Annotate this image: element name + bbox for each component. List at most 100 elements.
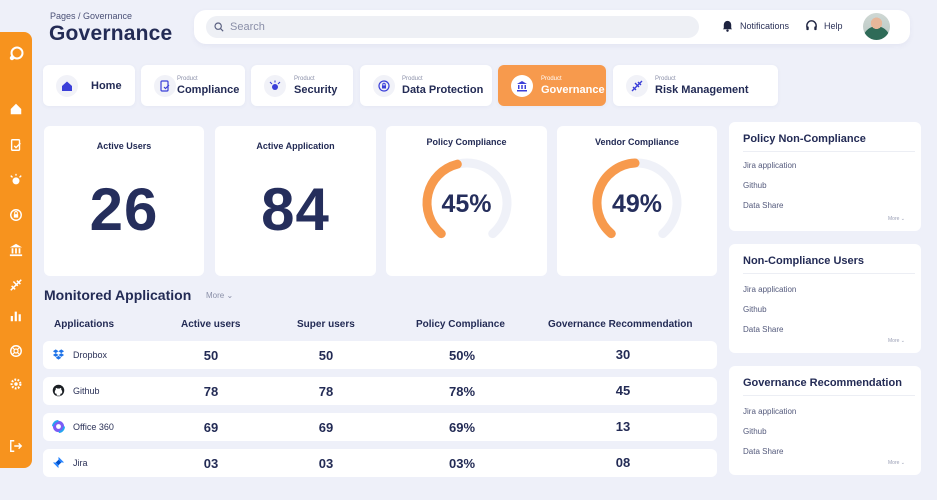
recommendation-cell: 13 <box>615 419 631 434</box>
table-row[interactable]: Jira 03 03 03% 08 <box>43 449 717 477</box>
security-icon <box>264 75 286 97</box>
col-header-super-users: Super users <box>297 319 355 330</box>
panel-item[interactable]: Github <box>743 305 767 314</box>
panel-item[interactable]: Jira application <box>743 285 797 294</box>
jira-icon <box>52 456 65 469</box>
policy-compliance-cell: 69% <box>448 420 476 435</box>
panel-more-button[interactable]: More ⌄ <box>888 338 905 344</box>
policy-compliance-cell: 50% <box>448 348 476 363</box>
notifications-button[interactable]: Notifications <box>721 19 789 32</box>
panel-item[interactable]: Github <box>743 181 767 190</box>
home-icon <box>56 75 78 97</box>
tab-home[interactable]: Home <box>43 65 135 106</box>
active-users-cell: 78 <box>203 384 219 399</box>
panel-item[interactable]: Jira application <box>743 161 797 170</box>
policy-compliance-value: 45% <box>441 190 492 218</box>
panel-title: Governance Recommendation <box>743 377 902 389</box>
github-icon <box>52 384 65 397</box>
super-users-cell: 69 <box>318 420 334 435</box>
help-wheel-icon[interactable] <box>8 343 24 359</box>
tab-small-label: Product <box>541 76 562 82</box>
table-row[interactable]: Github 78 78 78% 45 <box>43 377 717 405</box>
card-title: Active Application <box>256 141 335 151</box>
super-users-cell: 78 <box>318 384 334 399</box>
col-header-governance-recommendation: Governance Recommendation <box>548 319 693 330</box>
tab-compliance[interactable]: Product Compliance <box>141 65 245 106</box>
panel-item[interactable]: Github <box>743 427 767 436</box>
table-row[interactable]: Office 360 69 69 69% 13 <box>43 413 717 441</box>
search-input[interactable]: Search <box>206 16 699 38</box>
policy-compliance-cell: 78% <box>448 384 476 399</box>
monitored-title: Monitored Application <box>44 287 192 303</box>
panel-item[interactable]: Data Share <box>743 201 784 210</box>
tab-small-label: Product <box>294 76 315 82</box>
risk-management-icon[interactable] <box>8 277 24 293</box>
vendor-compliance-value: 49% <box>611 190 663 218</box>
panel-title: Policy Non-Compliance <box>743 133 866 145</box>
panel-item[interactable]: Data Share <box>743 325 784 334</box>
data-protection-icon[interactable] <box>8 207 24 223</box>
governance-recommendation-panel: Governance Recommendation Jira applicati… <box>729 366 921 475</box>
tab-data-protection[interactable]: Product Data Protection <box>360 65 492 106</box>
search-icon <box>214 22 224 32</box>
panel-item[interactable]: Jira application <box>743 407 797 416</box>
compliance-icon <box>154 75 176 97</box>
panel-item[interactable]: Data Share <box>743 447 784 456</box>
app-name: Github <box>73 385 100 396</box>
sidebar <box>0 32 32 468</box>
table-row[interactable]: Dropbox 50 50 50% 30 <box>43 341 717 369</box>
compliance-icon[interactable] <box>8 137 24 153</box>
bank-icon <box>511 75 533 97</box>
vendor-compliance-gauge <box>592 158 682 239</box>
non-compliance-users-panel: Non-Compliance Users Jira application Gi… <box>729 244 921 353</box>
monitored-more-button[interactable]: More ⌄ <box>206 291 234 300</box>
tab-label: Data Protection <box>402 84 484 96</box>
card-title: Policy Compliance <box>426 137 507 147</box>
search-placeholder: Search <box>230 21 265 33</box>
panel-more-button[interactable]: More ⌄ <box>888 216 905 222</box>
logo-icon[interactable] <box>8 46 24 62</box>
panel-divider <box>743 273 915 274</box>
app-name: Dropbox <box>73 349 108 360</box>
vendor-compliance-card: Vendor Compliance 49% <box>557 126 717 276</box>
col-header-applications: Applications <box>54 319 115 330</box>
risk-icon <box>626 75 648 97</box>
help-label: Help <box>824 20 843 31</box>
policy-compliance-gauge <box>422 158 512 239</box>
office-icon <box>52 420 65 433</box>
tab-risk-management[interactable]: Product Risk Management <box>613 65 778 106</box>
panel-more-button[interactable]: More ⌄ <box>888 460 905 466</box>
card-title: Vendor Compliance <box>594 137 680 147</box>
tab-governance[interactable]: Product Governance <box>498 65 606 106</box>
tab-label: Home <box>91 80 122 92</box>
settings-icon[interactable] <box>8 376 24 392</box>
tab-label: Governance <box>541 84 605 96</box>
home-icon[interactable] <box>8 101 24 117</box>
tab-security[interactable]: Product Security <box>251 65 353 106</box>
policy-compliance-cell: 03% <box>448 456 476 471</box>
card-title: Active Users <box>96 141 152 151</box>
security-icon[interactable] <box>8 172 24 188</box>
active-users-cell: 03 <box>203 456 219 471</box>
tab-small-label: Product <box>655 76 676 82</box>
tab-label: Compliance <box>177 84 240 96</box>
help-button[interactable]: Help <box>805 19 843 32</box>
chart-icon[interactable] <box>8 308 24 324</box>
logout-icon[interactable] <box>8 438 24 454</box>
governance-icon[interactable] <box>8 242 24 258</box>
avatar[interactable] <box>863 13 890 40</box>
tab-small-label: Product <box>402 76 423 82</box>
super-users-cell: 50 <box>318 348 334 363</box>
recommendation-cell: 08 <box>615 455 631 470</box>
col-header-active-users: Active users <box>181 319 241 330</box>
policy-non-compliance-panel: Policy Non-Compliance Jira application G… <box>729 122 921 231</box>
recommendation-cell: 30 <box>615 347 631 362</box>
active-application-card: Active Application 84 <box>215 126 376 276</box>
super-users-cell: 03 <box>318 456 334 471</box>
active-users-card: Active Users 26 <box>44 126 204 276</box>
page-title: Governance <box>49 22 173 45</box>
breadcrumb: Pages / Governance <box>50 11 133 21</box>
recommendation-cell: 45 <box>615 383 631 398</box>
active-application-value: 84 <box>261 176 330 243</box>
panel-divider <box>743 151 915 152</box>
